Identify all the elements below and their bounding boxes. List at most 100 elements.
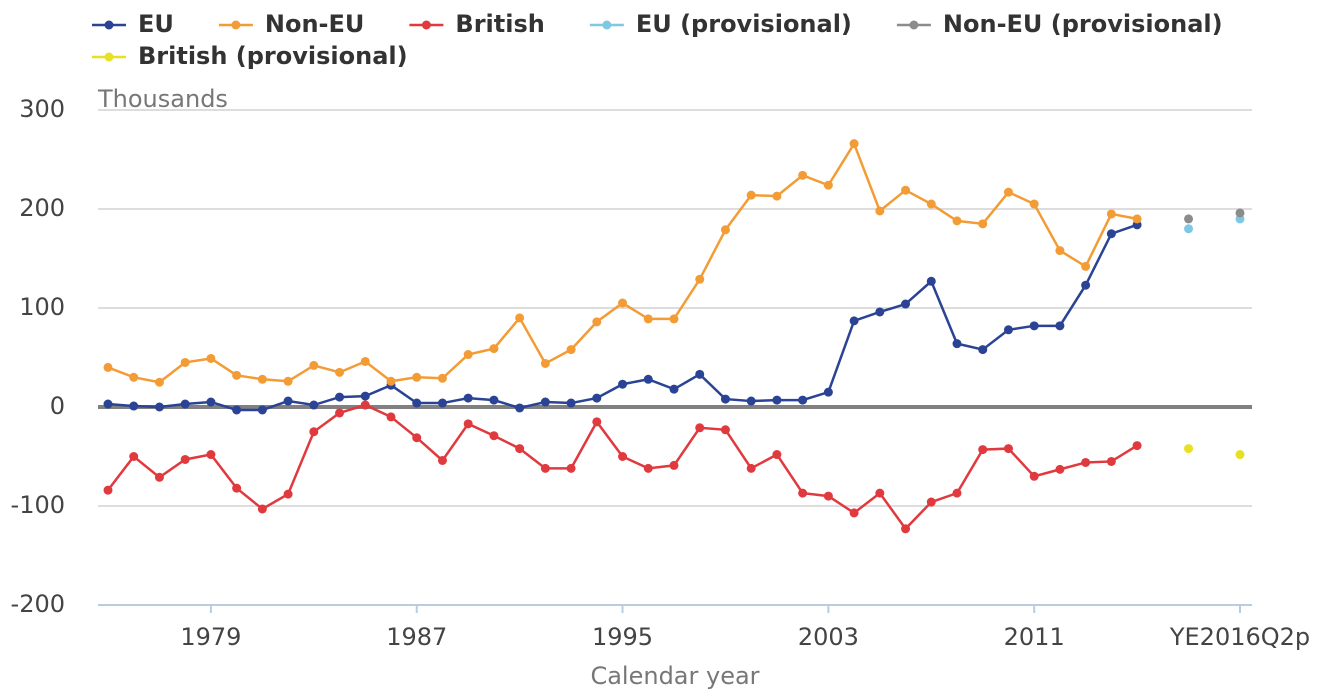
legend-marker (104, 20, 114, 30)
data-point (618, 452, 628, 461)
data-point (875, 206, 885, 216)
data-point (952, 216, 962, 226)
data-point (103, 485, 113, 495)
data-point (412, 433, 422, 443)
data-point (1132, 214, 1142, 224)
legend-label: British (provisional) (138, 42, 408, 70)
data-point (720, 225, 730, 235)
data-point (489, 344, 499, 354)
data-point (180, 357, 190, 367)
data-point (772, 191, 782, 201)
data-point (206, 397, 216, 407)
y-tick-label: -200 (11, 590, 65, 618)
legend-label: Non-EU (265, 10, 365, 38)
data-point (437, 398, 447, 408)
data-point (129, 401, 139, 411)
data-point (309, 427, 319, 437)
data-point (515, 444, 525, 454)
data-point (360, 391, 370, 401)
data-point (232, 483, 242, 493)
data-point (643, 463, 653, 473)
data-point (257, 504, 267, 514)
data-point (154, 377, 164, 387)
data-point (1235, 208, 1245, 218)
data-point (1081, 280, 1091, 290)
data-point (1055, 246, 1065, 256)
legend-marker (104, 52, 114, 62)
data-point (180, 399, 190, 409)
data-point (849, 508, 859, 518)
data-point (1106, 209, 1116, 219)
data-point (257, 405, 267, 415)
data-point (257, 374, 267, 384)
data-point (772, 395, 782, 405)
data-point (515, 313, 525, 323)
data-point (952, 488, 962, 498)
data-point (592, 317, 602, 327)
data-point (952, 339, 962, 349)
data-point (180, 454, 190, 464)
data-point (309, 360, 319, 370)
data-point (695, 274, 705, 284)
data-point (875, 488, 885, 498)
legend-item[interactable]: Non-EU (provisional) (896, 10, 1223, 38)
data-point (720, 394, 730, 404)
data-point (1235, 450, 1245, 460)
data-point (566, 463, 576, 473)
data-point (154, 472, 164, 482)
legend-item[interactable]: EU (92, 10, 174, 38)
data-point (669, 384, 679, 394)
legend-marker (231, 20, 241, 30)
data-point (335, 367, 345, 377)
data-point (746, 190, 756, 200)
y-tick-label: 100 (19, 293, 65, 321)
data-point (540, 358, 550, 368)
data-point (978, 219, 988, 229)
y-tick-label: 0 (50, 392, 65, 420)
data-point (798, 395, 808, 405)
data-point (1003, 444, 1013, 454)
x-tick-label: 2003 (798, 623, 859, 651)
data-point (849, 316, 859, 326)
data-point (1106, 229, 1116, 239)
data-point (335, 392, 345, 402)
legend-marker (421, 20, 431, 30)
data-point (669, 314, 679, 324)
y-axis-label: Thousands (97, 85, 228, 113)
data-point (283, 489, 293, 499)
x-tick-label: YE2016Q2p (1169, 623, 1310, 651)
data-point (823, 387, 833, 397)
legend-item[interactable]: EU (provisional) (589, 10, 852, 38)
data-point (618, 379, 628, 389)
legend-item[interactable]: British (provisional) (92, 42, 408, 70)
x-tick-label: 1987 (386, 623, 447, 651)
legend-item[interactable]: Non-EU (218, 10, 365, 38)
data-point (386, 412, 396, 422)
data-point (154, 402, 164, 412)
data-point (232, 370, 242, 380)
data-point (566, 398, 576, 408)
data-point (412, 398, 422, 408)
data-point (926, 276, 936, 286)
data-point (309, 400, 319, 410)
data-point (1029, 321, 1039, 331)
legend-marker (909, 20, 919, 30)
data-point (1003, 325, 1013, 335)
legend-item[interactable]: British (409, 10, 545, 38)
data-point (901, 299, 911, 309)
data-point (592, 417, 602, 427)
data-point (129, 452, 139, 461)
data-point (1029, 199, 1039, 209)
data-point (720, 425, 730, 435)
data-point (206, 353, 216, 363)
data-point (798, 488, 808, 498)
data-point (592, 393, 602, 403)
data-point (901, 185, 911, 195)
data-point (746, 463, 756, 473)
y-tick-label: 300 (19, 95, 65, 123)
data-point (1055, 321, 1065, 331)
data-point (849, 139, 859, 149)
data-point (206, 450, 216, 460)
data-point (1184, 214, 1194, 224)
